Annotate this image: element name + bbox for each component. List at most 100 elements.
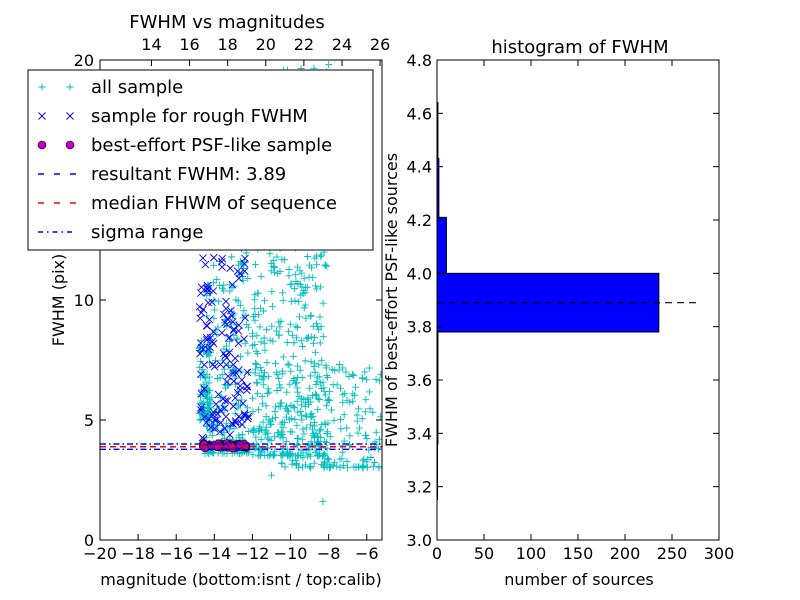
y-tick-label: 20	[74, 51, 94, 70]
all-sample-point	[255, 372, 263, 380]
all-sample-point	[371, 458, 379, 466]
rough-sample-point	[223, 378, 231, 386]
all-sample-point	[346, 442, 354, 450]
rough-sample-point	[216, 427, 224, 436]
y-tick-label: 4.6	[407, 104, 432, 123]
all-sample-point	[310, 418, 318, 426]
all-sample-point	[317, 323, 325, 331]
all-sample-point	[321, 391, 329, 399]
all-sample-point	[273, 371, 281, 379]
all-sample-point	[301, 301, 309, 309]
rough-sample-point	[197, 289, 205, 297]
right-axis-ticks: 0 50 100 150 200 250 300 3.0 3.2 3.4 3.6 3.8 4.0 4.2 4…	[407, 51, 735, 563]
rough-sample-point	[214, 390, 223, 399]
all-sample-point	[273, 253, 281, 261]
all-sample-point	[287, 367, 295, 375]
rough-sample-point	[224, 334, 233, 342]
all-sample-point	[322, 438, 330, 446]
all-sample-point	[330, 416, 338, 424]
all-sample-point	[256, 364, 264, 372]
all-sample-point	[353, 417, 361, 425]
rough-sample-point	[38, 112, 46, 120]
rough-sample-point	[196, 370, 205, 378]
all-sample-point	[361, 408, 369, 416]
all-sample-point	[233, 334, 241, 342]
all-sample-point	[311, 368, 319, 376]
all-sample-point	[321, 419, 329, 427]
all-sample-point	[298, 374, 306, 382]
all-sample-point	[275, 381, 283, 389]
all-sample-point	[254, 406, 262, 414]
all-sample-point	[279, 367, 287, 375]
all-sample-point	[284, 451, 292, 459]
rough-sample-point	[210, 424, 219, 433]
all-sample-point	[257, 338, 265, 346]
all-sample-point	[298, 436, 306, 444]
all-sample-point	[283, 388, 291, 396]
rough-sample-point	[199, 254, 207, 262]
rough-sample-point	[235, 412, 243, 421]
all-sample-point	[336, 384, 344, 392]
left-x-axis-label: magnitude (bottom:isnt / top:calib)	[100, 570, 381, 589]
all-sample-point	[205, 404, 213, 412]
all-sample-point	[313, 373, 321, 381]
all-sample-point	[208, 394, 216, 402]
all-sample-point	[307, 438, 315, 446]
all-sample-point	[314, 432, 322, 440]
rough-sample-point	[239, 399, 247, 408]
rough-sample-point	[209, 253, 218, 262]
all-sample-point	[294, 440, 302, 448]
all-sample-point	[317, 425, 325, 433]
all-sample-point	[292, 334, 300, 342]
rough-sample-point	[241, 254, 249, 263]
all-sample-point	[323, 372, 331, 380]
all-sample-point	[293, 263, 301, 271]
all-sample-point	[302, 334, 310, 342]
all-sample-point	[324, 428, 332, 436]
all-sample-point	[279, 353, 287, 361]
all-sample-point	[278, 430, 286, 438]
rough-sample-point	[203, 285, 211, 293]
y-tick-label: 4.0	[407, 264, 432, 283]
all-sample-point	[267, 267, 275, 275]
all-sample-point	[341, 390, 349, 398]
all-sample-point	[241, 259, 249, 267]
all-sample-point	[324, 454, 332, 462]
all-sample-point	[257, 367, 265, 375]
all-sample-point	[346, 398, 354, 406]
all-sample-point	[305, 273, 313, 281]
rough-sample-point	[209, 410, 217, 419]
all-sample-point	[262, 402, 270, 410]
best-sample-point	[227, 441, 236, 450]
all-sample-point	[296, 313, 304, 321]
rough-sample-point	[208, 298, 216, 306]
all-sample-point	[251, 365, 259, 373]
all-sample-point	[356, 424, 364, 432]
top-x-tick-label: 26	[370, 35, 390, 54]
all-sample-point	[241, 340, 249, 348]
all-sample-point	[260, 381, 268, 389]
rough-sample-point	[197, 403, 206, 412]
all-sample-point	[319, 498, 327, 506]
all-sample-point	[325, 460, 333, 468]
all-sample-point	[218, 393, 226, 401]
all-sample-point	[340, 411, 348, 419]
rough-sample-point	[219, 349, 228, 358]
x-tick-label: −18	[121, 544, 155, 563]
all-sample-point	[285, 265, 293, 273]
rough-sample-point	[236, 386, 245, 394]
all-sample-point	[265, 388, 273, 396]
all-sample-point	[294, 434, 302, 442]
all-sample-point	[306, 384, 314, 392]
all-sample-point	[293, 421, 301, 429]
all-sample-point	[327, 406, 335, 414]
rough-sample-point	[209, 408, 218, 416]
all-sample-point	[362, 376, 370, 384]
all-sample-point	[219, 284, 227, 292]
all-sample-point	[285, 407, 293, 415]
rough-sample-point	[195, 302, 204, 311]
all-sample-point	[206, 290, 214, 298]
all-sample-point	[324, 373, 332, 381]
all-sample-point	[248, 329, 256, 337]
